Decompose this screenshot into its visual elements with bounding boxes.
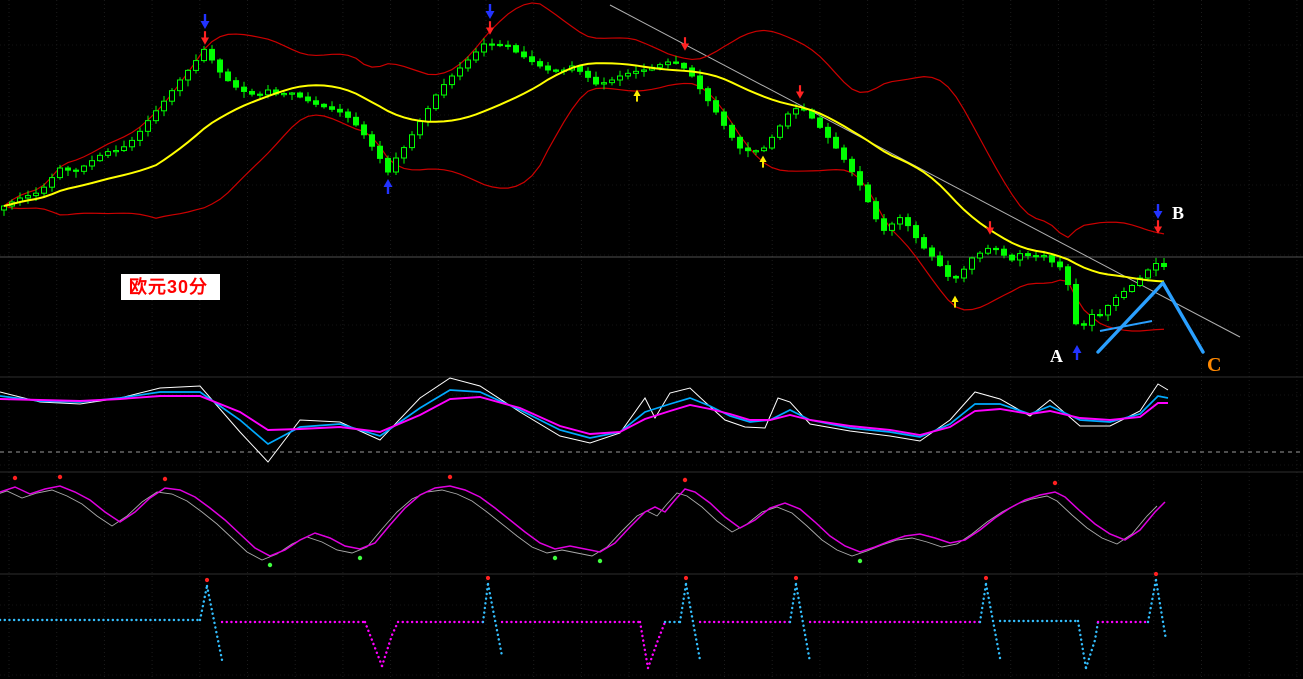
symbol-label: 欧元30分	[121, 274, 221, 300]
up-arrow-signal	[951, 295, 959, 308]
down-arrow-signal	[985, 221, 995, 235]
down-arrow-signal	[1153, 204, 1163, 219]
signal-arrows	[200, 4, 1163, 360]
indicator3-layer	[0, 571, 1168, 670]
up-arrow-signal	[759, 155, 767, 168]
down-arrow-signal	[485, 4, 495, 19]
up-arrow-signal	[383, 179, 393, 194]
wave-label-a: A	[1050, 346, 1063, 366]
up-arrow-signal	[1072, 345, 1082, 360]
down-arrow-signal	[795, 85, 805, 99]
bollinger-middle	[3, 62, 1165, 283]
up-arrow-signal	[633, 89, 641, 102]
down-arrow-signal	[200, 14, 210, 29]
down-arrow-signal	[680, 37, 690, 51]
indicator1-layer	[0, 377, 1303, 463]
abc-projection	[1096, 281, 1205, 354]
down-arrow-signal	[1153, 220, 1163, 234]
wave-label-c: C	[1207, 354, 1222, 376]
down-arrow-signal	[200, 31, 210, 45]
bollinger-bands	[3, 2, 1165, 332]
indicator2-layer	[0, 474, 1166, 568]
wave-label-b: B	[1172, 203, 1185, 223]
down-arrow-signal	[485, 21, 495, 35]
main-pane-lines	[0, 4, 1303, 338]
symbol-label-text: 欧元30分	[129, 277, 209, 297]
pane-separators	[0, 376, 1303, 575]
